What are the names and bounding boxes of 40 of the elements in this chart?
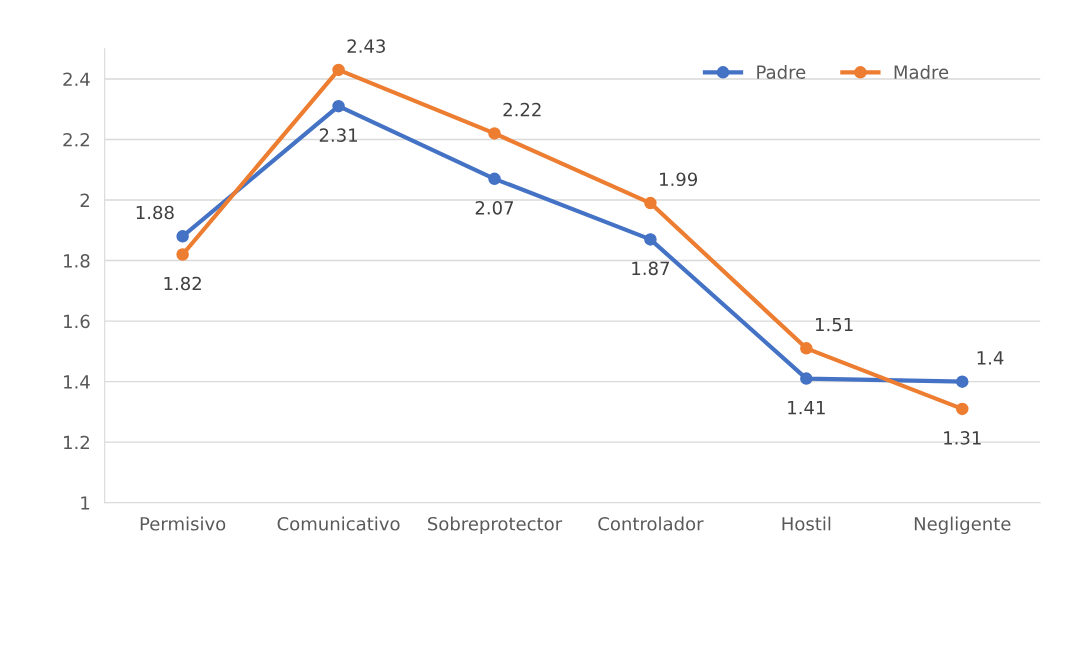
y-tick-label: 1.4 — [64, 375, 90, 389]
point — [176, 248, 189, 261]
point — [644, 233, 657, 246]
data-label: 2.22 — [503, 102, 541, 117]
point — [488, 172, 501, 186]
data-label: 1.4 — [977, 351, 1004, 365]
data-label: 1.87 — [632, 261, 669, 276]
data-label: 2.07 — [475, 200, 514, 215]
y-tick-label: 2.4 — [63, 72, 90, 86]
data-label: 1.51 — [816, 317, 853, 332]
data-label: 2.43 — [347, 39, 385, 53]
y-tick-label: 2 — [80, 193, 89, 207]
point — [800, 372, 813, 385]
x-tick-label: Negligente — [914, 516, 1011, 535]
point — [332, 99, 345, 113]
data-label: 1.82 — [164, 276, 201, 291]
y-tick-label: 1 — [81, 496, 90, 510]
point — [644, 196, 657, 210]
point — [956, 402, 969, 416]
data-label: 2.31 — [319, 128, 357, 142]
x-tick-label: Sobreprotector — [428, 516, 563, 535]
y-tick-label: 2.2 — [63, 132, 89, 147]
x-tick-label: Permisivo — [140, 516, 226, 531]
y-tick-label: 1.8 — [64, 254, 90, 268]
y-tick-label: 1.2 — [64, 435, 89, 450]
legend-label: Madre — [894, 64, 949, 79]
y-tick-label: 1.6 — [64, 314, 90, 329]
point — [332, 63, 345, 77]
data-label: 1.31 — [944, 431, 981, 445]
x-tick-label: Hostil — [782, 516, 831, 531]
point — [800, 342, 813, 355]
data-label: 1.88 — [136, 205, 174, 220]
point — [176, 230, 189, 243]
x-tick-label: Comunicativo — [277, 516, 400, 531]
x-tick-label: Controlador — [598, 516, 704, 531]
legend-label: Padre — [757, 64, 806, 79]
point — [956, 375, 969, 388]
data-label: 1.41 — [788, 400, 825, 415]
point — [488, 127, 501, 140]
data-label: 1.99 — [660, 172, 698, 187]
